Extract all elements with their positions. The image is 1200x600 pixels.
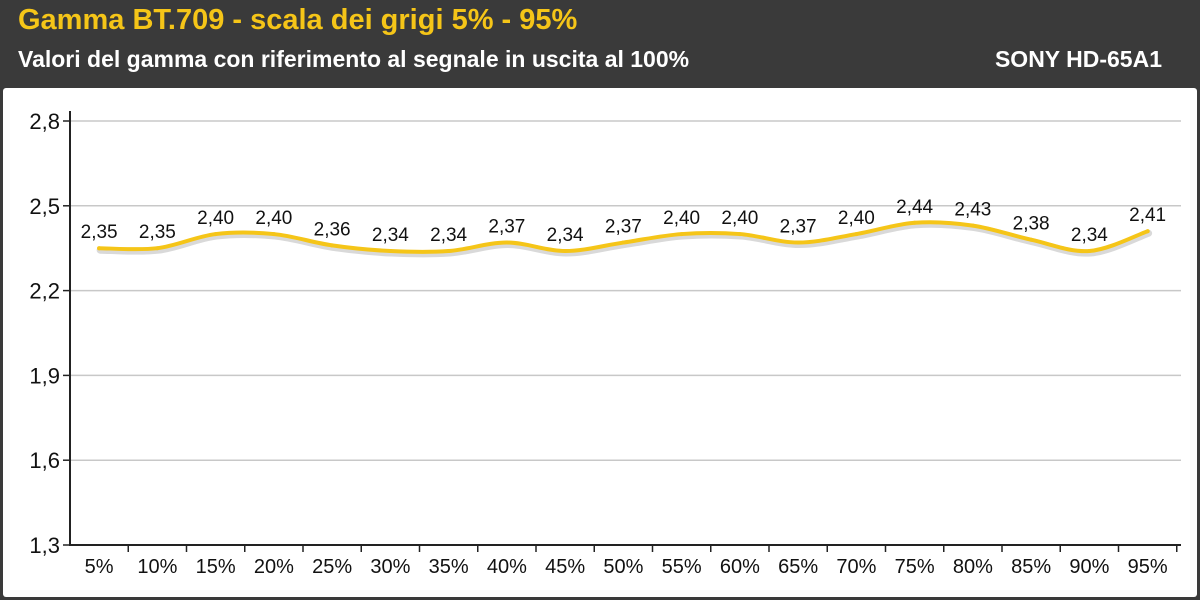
data-label: 2,43: [954, 200, 991, 221]
x-tick-label: 25%: [312, 556, 352, 578]
x-tick-label: 35%: [429, 556, 469, 578]
chart-title: Gamma BT.709 - scala dei grigi 5% - 95%: [18, 4, 578, 36]
data-label: 2,37: [780, 217, 817, 238]
data-label: 2,37: [605, 217, 642, 238]
data-point: [912, 220, 917, 225]
data-point: [854, 232, 859, 237]
data-point: [1087, 249, 1092, 254]
data-label: 2,34: [547, 225, 584, 246]
data-point: [1029, 237, 1034, 242]
data-label: 2,40: [838, 208, 875, 229]
data-point: [563, 249, 568, 254]
x-tick-label: 70%: [836, 556, 876, 578]
x-tick-label: 80%: [953, 556, 993, 578]
data-point: [271, 232, 276, 237]
x-tick-label: 50%: [603, 556, 643, 578]
x-tick-label: 40%: [487, 556, 527, 578]
data-point: [213, 232, 218, 237]
y-tick-label: 2,8: [29, 109, 60, 134]
data-label: 2,40: [663, 208, 700, 229]
data-label: 2,38: [1013, 214, 1050, 235]
plot-area: 1,3 1,6 1,9 2,2 2,5 2,8 5% 10% 15% 20% 25% 30% 35% 40…: [3, 88, 1197, 597]
x-tick-label: 95%: [1128, 556, 1168, 578]
data-point: [796, 240, 801, 245]
x-tick-label: 10%: [137, 556, 177, 578]
x-tick-label: 90%: [1069, 556, 1109, 578]
chart-subtitle: Valori del gamma con riferimento al segn…: [18, 46, 690, 72]
x-tick-label: 20%: [254, 556, 294, 578]
y-tick-label: 2,5: [29, 194, 60, 219]
data-label: 2,40: [255, 208, 292, 229]
data-point: [737, 232, 742, 237]
data-label: 2,35: [81, 222, 118, 243]
y-tick-label: 1,9: [29, 363, 60, 388]
data-label: 2,36: [314, 219, 351, 240]
data-label: 2,34: [430, 225, 467, 246]
data-label: 2,34: [1071, 225, 1108, 246]
data-label: 2,44: [896, 197, 933, 218]
data-point: [970, 223, 975, 228]
y-tick-label: 1,3: [29, 533, 60, 558]
x-tick-label: 15%: [196, 556, 236, 578]
y-tick-label: 2,2: [29, 279, 60, 304]
x-tick-label: 60%: [720, 556, 760, 578]
data-point: [388, 249, 393, 254]
device-model: SONY HD-65A1: [994, 46, 1162, 72]
data-point: [621, 240, 626, 245]
x-tick-label: 45%: [545, 556, 585, 578]
x-tick-label: 65%: [778, 556, 818, 578]
data-point: [330, 243, 335, 248]
data-point: [1145, 229, 1150, 234]
gamma-line-chart: 1,3 1,6 1,9 2,2 2,5 2,8 5% 10% 15% 20% 25% 30% 35% 40…: [29, 109, 1181, 578]
data-point: [97, 246, 102, 251]
data-point: [679, 232, 684, 237]
data-label: 2,35: [139, 222, 176, 243]
x-tick-label: 5%: [85, 556, 114, 578]
data-point: [155, 246, 160, 251]
x-tick-label: 30%: [370, 556, 410, 578]
data-label: 2,41: [1129, 205, 1166, 226]
x-tick-label: 85%: [1011, 556, 1051, 578]
x-tick-label: 75%: [895, 556, 935, 578]
data-label: 2,34: [372, 225, 409, 246]
data-label: 2,40: [197, 208, 234, 229]
chart-header: Gamma BT.709 - scala dei grigi 5% - 95% …: [0, 0, 1200, 86]
x-tick-label: 55%: [662, 556, 702, 578]
y-tick-label: 1,6: [29, 448, 60, 473]
data-point: [446, 249, 451, 254]
data-label: 2,40: [721, 208, 758, 229]
data-label: 2,37: [488, 217, 525, 238]
data-point: [504, 240, 509, 245]
